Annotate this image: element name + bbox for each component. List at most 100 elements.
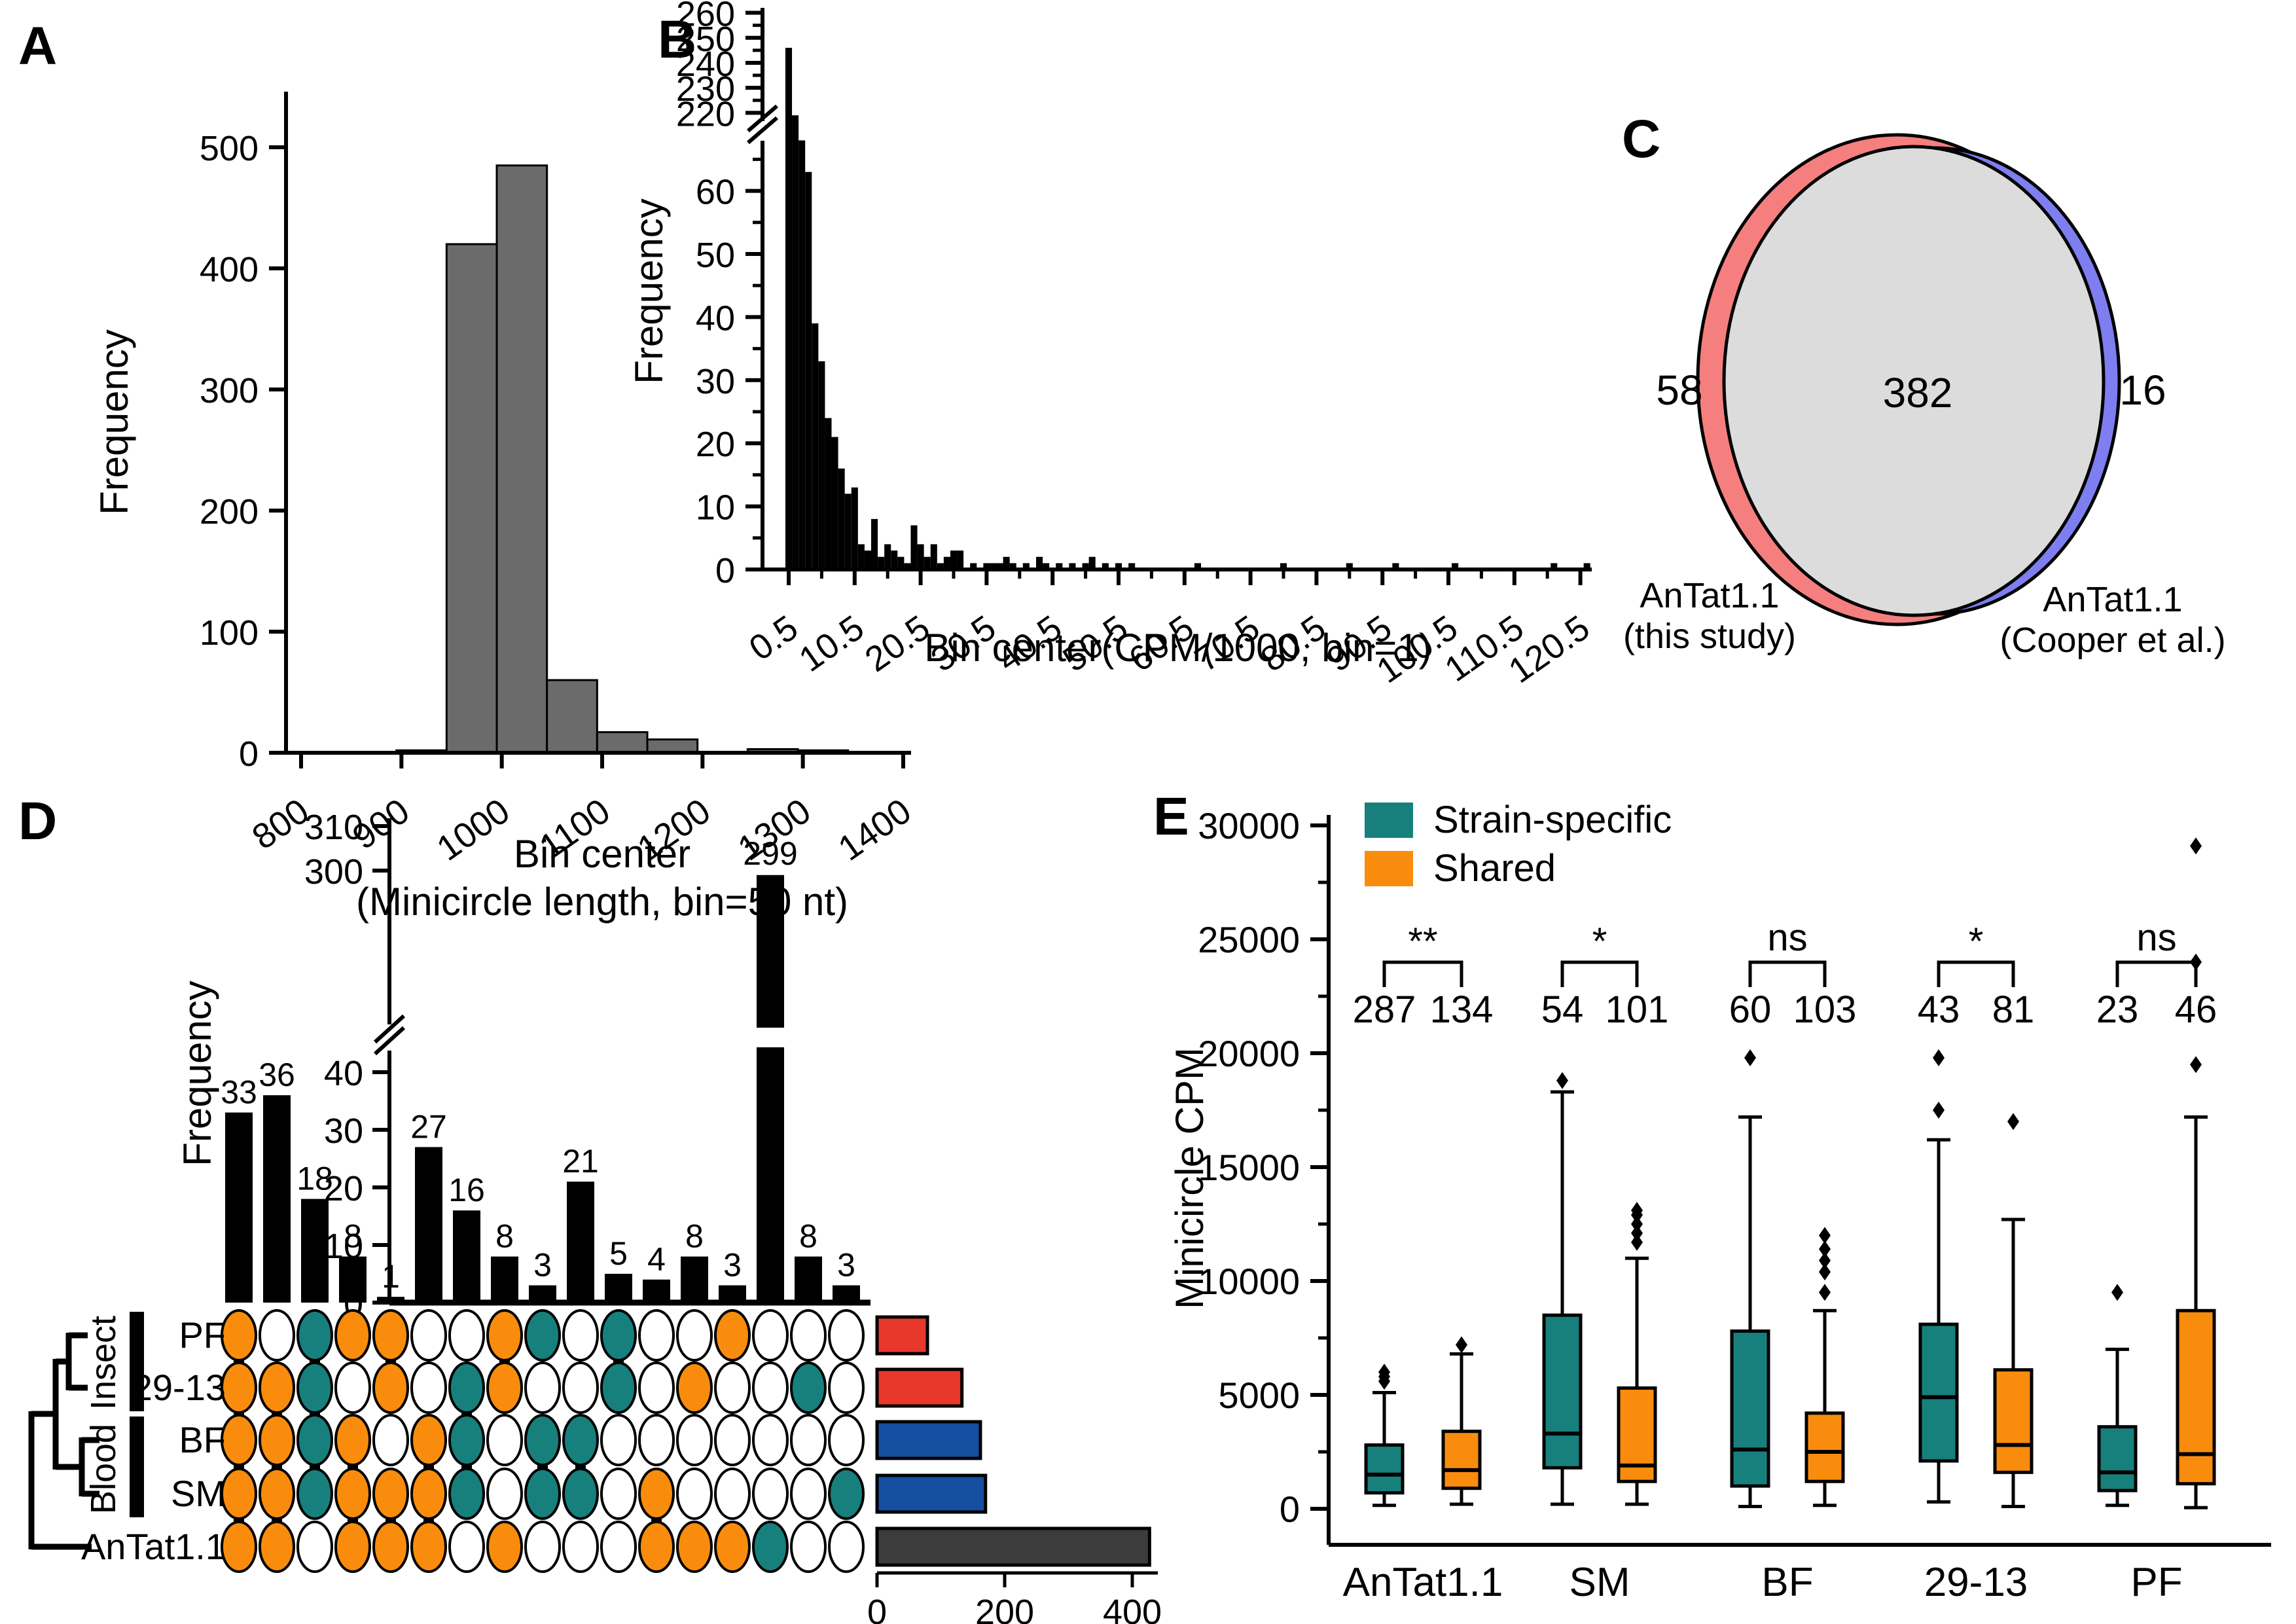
matrix-dot — [296, 1414, 333, 1466]
bar — [445, 243, 498, 754]
bar — [605, 1274, 632, 1303]
matrix-dot — [600, 1468, 637, 1520]
bar — [681, 1256, 708, 1303]
matrix-dot — [828, 1414, 865, 1466]
tick-label: 10 — [696, 488, 735, 528]
matrix-dot — [600, 1521, 637, 1573]
tick-label: 30 — [696, 362, 735, 401]
tick-label: 30 — [324, 1111, 363, 1151]
tick-label: 240 — [676, 45, 735, 84]
bar — [643, 1279, 670, 1303]
panel-label-d: D — [18, 791, 57, 851]
bar — [983, 563, 990, 569]
significance-label: ns — [1767, 916, 1807, 959]
matrix-dot — [334, 1521, 371, 1573]
tick-label: 1 — [382, 1258, 400, 1295]
matrix-dot — [638, 1521, 675, 1573]
bar — [957, 550, 964, 569]
matrix-dot — [296, 1521, 333, 1573]
n-value: 46 — [2175, 988, 2217, 1031]
tick-label: 3 — [533, 1247, 552, 1284]
bar — [833, 1285, 860, 1303]
n-value: 60 — [1729, 988, 1772, 1031]
matrix-dot — [752, 1362, 789, 1414]
box — [1804, 1411, 1845, 1483]
matrix-dot — [676, 1309, 713, 1362]
matrix-dot — [296, 1362, 333, 1414]
bar — [990, 563, 997, 569]
n-value: 134 — [1430, 988, 1494, 1031]
venn-intersection-count: 382 — [1883, 369, 1953, 416]
matrix-dot — [752, 1468, 789, 1520]
tick-label: 3 — [723, 1247, 742, 1284]
tick-label: 8 — [344, 1218, 362, 1255]
panel-d-y-axis-title: Frequency — [175, 981, 219, 1166]
group-label: AnTat1.1 — [1343, 1560, 1503, 1605]
bar — [1128, 563, 1136, 569]
tick-label: 10000 — [1198, 1261, 1300, 1302]
matrix-dot — [448, 1414, 485, 1466]
tick-label: 8 — [495, 1218, 514, 1255]
panel-e-legend: Strain-specific Shared — [1365, 799, 1672, 890]
bar — [529, 1285, 556, 1303]
outlier-point — [2111, 1284, 2123, 1301]
matrix-dot — [486, 1414, 523, 1466]
panel-label-a: A — [18, 16, 57, 76]
tick-label: 3 — [837, 1247, 855, 1284]
matrix-dot — [486, 1309, 523, 1362]
bar — [567, 1182, 594, 1303]
matrix-dot — [752, 1309, 789, 1362]
outlier-point — [1933, 1049, 1945, 1066]
venn-left-label-line1: AnTat1.1 — [1640, 576, 1779, 615]
matrix-dot — [259, 1362, 295, 1414]
matrix-dot — [714, 1414, 751, 1466]
set-size-bar — [875, 1473, 988, 1514]
bar — [871, 518, 878, 569]
box — [2097, 1425, 2138, 1492]
tick-label: 20000 — [1198, 1033, 1300, 1074]
panel-e-y-axis-title: Minicircle CPM — [1168, 1047, 1211, 1309]
outlier-point — [1631, 1233, 1643, 1251]
venn-right-count: 16 — [2119, 367, 2166, 414]
set-size-bar — [875, 1367, 964, 1408]
box — [1441, 1430, 1482, 1490]
bar — [795, 1256, 822, 1303]
matrix-dot — [790, 1362, 827, 1414]
outlier-point — [1631, 1216, 1643, 1233]
tick-label: 260 — [676, 0, 735, 34]
matrix-dot — [676, 1468, 713, 1520]
panel-a-x-axis-title: Bin center — [514, 832, 691, 876]
tick-label: 5000 — [1218, 1375, 1300, 1416]
bar — [891, 550, 898, 569]
box — [2176, 1308, 2216, 1486]
matrix-dot — [221, 1521, 257, 1573]
bar — [996, 563, 1003, 569]
matrix-dot — [448, 1468, 485, 1520]
bar — [1346, 563, 1353, 569]
matrix-dot — [448, 1521, 485, 1573]
bar — [917, 544, 924, 569]
matrix-row-label: PF — [179, 1314, 226, 1356]
matrix-dot — [372, 1309, 409, 1362]
bar — [495, 164, 548, 754]
outlier-point — [1456, 1336, 1467, 1354]
matrix-row-label: 29-13 — [132, 1367, 226, 1408]
matrix-dot — [221, 1309, 257, 1362]
significance-bracket — [1937, 960, 2015, 987]
legend-label-shared: Shared — [1433, 847, 1556, 890]
bar — [1102, 563, 1109, 569]
box — [1364, 1443, 1405, 1495]
bar — [812, 323, 819, 569]
matrix-dot — [562, 1309, 599, 1362]
matrix-dot — [752, 1414, 789, 1466]
bar — [1452, 563, 1459, 569]
significance-label: ** — [1408, 920, 1437, 963]
matrix-row-label: BF — [179, 1419, 226, 1460]
group-label: BF — [1761, 1560, 1813, 1605]
tick-label: 1000 — [430, 791, 517, 869]
bar — [831, 437, 838, 569]
tick-label: 200 — [200, 492, 259, 532]
matrix-dot — [410, 1521, 447, 1573]
set-size-bar — [875, 1526, 1151, 1567]
matrix-dot — [790, 1414, 827, 1466]
